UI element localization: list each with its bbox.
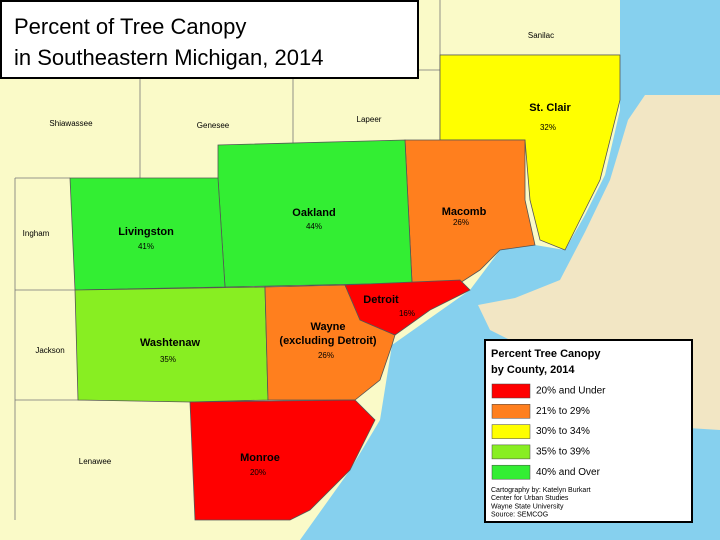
- county-name: Oakland: [292, 207, 335, 219]
- title: in Southeastern Michigan, 2014: [14, 45, 323, 70]
- legend: Percent Tree Canopy by County, 2014 20% …: [484, 339, 693, 523]
- county-washtenaw: [74, 286, 269, 403]
- legend-title: by County, 2014: [491, 364, 575, 376]
- legend-swatch: [491, 464, 531, 480]
- title-box: [0, 0, 419, 79]
- legend-label: 21% to 29%: [536, 406, 590, 417]
- title: Percent of Tree Canopy: [14, 14, 246, 39]
- county-note: (excluding Detroit): [279, 335, 377, 347]
- county-value: 26%: [453, 218, 469, 227]
- legend-swatch: [491, 404, 531, 419]
- county-value: 41%: [138, 242, 154, 251]
- county-name: Washtenaw: [140, 337, 201, 349]
- county-value: 32%: [540, 123, 556, 132]
- county-value: 16%: [399, 309, 415, 318]
- credit: Wayne State University: [491, 503, 564, 510]
- county-name: Macomb: [442, 206, 487, 218]
- county-value: 44%: [306, 222, 322, 231]
- credit: Center for Urban Studies: [491, 495, 569, 502]
- other-county: Ingham: [23, 229, 50, 238]
- legend-label: 40% and Over: [536, 467, 601, 478]
- county-detroit: [344, 279, 471, 336]
- other-county: Sanilac: [528, 31, 554, 40]
- county-name: Wayne: [310, 321, 345, 333]
- legend-label: 30% to 34%: [536, 426, 590, 437]
- county-value: 26%: [318, 351, 334, 360]
- other-county: Lenawee: [79, 457, 112, 466]
- county-name: Detroit: [363, 294, 399, 306]
- county-oakland: [217, 139, 413, 288]
- other-county: Lapeer: [357, 115, 382, 124]
- legend-label: 20% and Under: [536, 386, 606, 397]
- legend-swatch: [491, 424, 531, 439]
- legend-title: Percent Tree Canopy: [491, 348, 601, 360]
- county-name: Monroe: [240, 452, 280, 464]
- legend-label: 35% to 39%: [536, 447, 590, 458]
- credit: Cartography by: Katelyn Burkart: [491, 487, 591, 494]
- legend-swatch: [491, 383, 531, 399]
- other-county: Genesee: [197, 121, 230, 130]
- county-value: 20%: [250, 468, 266, 477]
- legend-swatch: [491, 444, 531, 460]
- other-county: Jackson: [35, 346, 64, 355]
- county-value: 35%: [160, 355, 176, 364]
- county-livingston: [69, 177, 226, 291]
- other-county: Shiawassee: [49, 119, 93, 128]
- credit: Source: SEMCOG: [491, 512, 548, 519]
- county-name: Livingston: [118, 226, 174, 238]
- county-name: St. Clair: [529, 102, 571, 114]
- county-monroe: [189, 399, 376, 521]
